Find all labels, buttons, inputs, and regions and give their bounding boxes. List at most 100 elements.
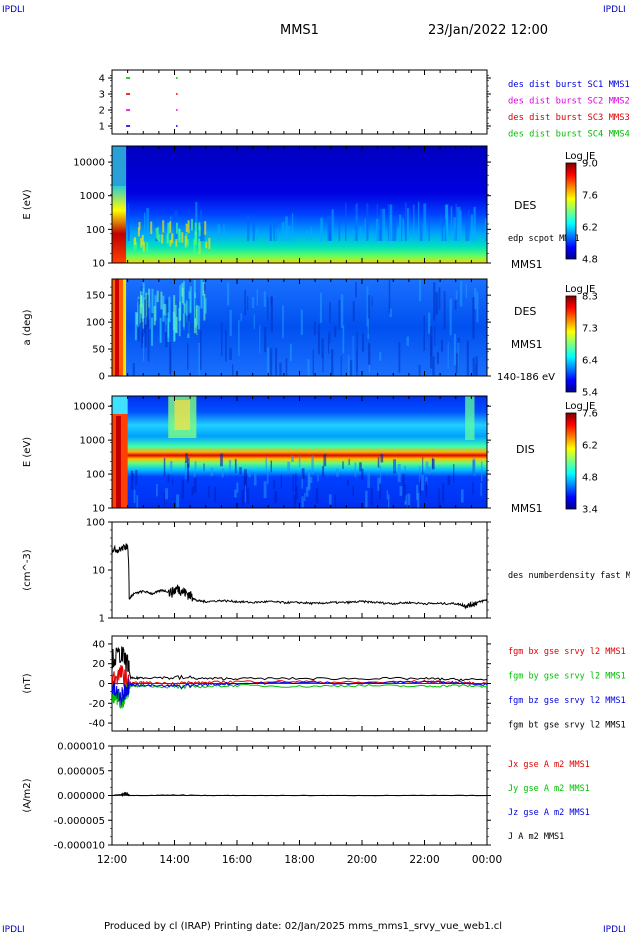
bfield-panel-ytick-label: -20 [89, 699, 105, 710]
density-panel-ytick-label: 1 [99, 614, 105, 625]
bfield-legend-entry: fgm by gse srvy l2 MMS1 [508, 672, 626, 682]
density-panel-series-line [112, 543, 487, 610]
dis-energy-panel-colorbar-tick: 4.8 [582, 473, 598, 484]
corner-label-top-left: IPDLI [2, 5, 25, 15]
des-energy-panel-colorbar-tick: 7.6 [582, 191, 598, 202]
time-tick-label: 16:00 [222, 854, 252, 866]
date-title: 23/Jan/2022 12:00 [428, 23, 548, 38]
bfield-panel-ytick-label: 20 [92, 659, 105, 670]
bfield-legend-entry: fgm bt gse srvy l2 MMS1 [508, 721, 626, 731]
corner-label-top-right: IPDLI [603, 5, 626, 15]
dis-energy-panel-ytick-label: 10 [92, 504, 105, 515]
bfield-panel-series-line [112, 677, 487, 706]
burst-panel-ytick-label: 4 [99, 74, 105, 85]
burst-marker-sc2 [126, 109, 131, 111]
density-panel-ylabel: (cm^-3) [22, 549, 33, 590]
des-energy-panel-sc-label: MMS1 [511, 259, 542, 271]
des-pitch-panel-colorbar-tick: 6.4 [582, 356, 598, 367]
des-pitch-spectrogram [112, 279, 487, 376]
current-panel-series-line [112, 791, 487, 798]
des-pitch-panel-colorbar-tick: 8.3 [582, 292, 598, 303]
des-energy-panel-ytick-label: 10 [92, 259, 105, 270]
footer-text: Produced by cl (IRAP) Printing date: 02/… [104, 921, 502, 932]
des-energy-panel-ylabel: E (eV) [22, 189, 33, 219]
des-pitch-panel-ytick-label: 0 [99, 372, 105, 383]
des-pitch-panel-colorbar-title: Log JE [565, 284, 595, 295]
des-energy-panel-ytick-label: 100 [86, 225, 105, 236]
des-energy-panel-colorbar-tick: 9.0 [582, 159, 598, 170]
time-tick-label: 00:00 [472, 854, 502, 866]
current-legend-entry: J A m2 MMS1 [508, 832, 564, 842]
burst-legend-entry: des dist burst SC4 MMS4 [508, 130, 630, 140]
burst-marker-sc3 [176, 93, 178, 95]
burst-panel-ytick-label: 2 [99, 106, 105, 117]
dis-energy-panel-colorbar-tick: 6.2 [582, 441, 598, 452]
burst-legend-entry: des dist burst SC1 MMS1 [508, 80, 630, 90]
des-energy-panel-colorbar-title: Log JE [565, 151, 595, 162]
current-legend-entry: Jz gse A m2 MMS1 [508, 808, 590, 818]
dis-energy-panel-ylabel: E (eV) [22, 437, 33, 467]
density-panel-label: des numberdensity fast M [508, 571, 630, 581]
current-panel-ytick-label: -0.000010 [54, 841, 105, 852]
des-pitch-panel-colorbar-tick: 7.3 [582, 324, 598, 335]
des-energy-panel-scpot-label: edp scpot MMS1 [508, 234, 580, 244]
bfield-panel-ylabel: (nT) [22, 673, 33, 693]
des-energy-panel-colorbar-tick: 6.2 [582, 223, 598, 234]
dis-energy-panel-colorbar-tick: 7.6 [582, 409, 598, 420]
burst-marker-sc1 [176, 125, 178, 127]
des-pitch-panel-label: DES [514, 305, 536, 318]
current-panel-ytick-label: -0.000005 [54, 816, 105, 827]
burst-legend-entry: des dist burst SC2 MMS2 [508, 97, 630, 107]
des-energy-panel-colorbar [565, 162, 577, 260]
density-panel-ytick-label: 10 [92, 566, 105, 577]
dis-energy-panel-ytick-label: 10000 [73, 402, 105, 413]
bfield-panel-series-line [112, 646, 487, 682]
des-pitch-panel-colorbar [565, 295, 577, 393]
time-tick-label: 18:00 [284, 854, 314, 866]
des-energy-panel-ytick-label: 10000 [73, 158, 105, 169]
des-pitch-panel-colorbar-tick: 5.4 [582, 388, 598, 399]
bfield-panel-ytick-label: 40 [92, 639, 105, 650]
dis-energy-panel-sc-label: MMS1 [511, 503, 542, 515]
current-legend-entry: Jx gse A m2 MMS1 [508, 760, 590, 770]
dis-energy-panel-ytick-label: 100 [86, 470, 105, 481]
dis-energy-panel-colorbar [565, 412, 577, 510]
burst-marker-sc1 [126, 125, 131, 127]
current-panel-ylabel: (A/m2) [22, 778, 33, 812]
bfield-panel-series-line [112, 682, 487, 709]
des-pitch-panel-sc-label: MMS1 [511, 339, 542, 351]
burst-marker-sc4 [176, 77, 178, 79]
des-energy-panel-label: DES [514, 199, 536, 212]
dis-energy-spectrogram [112, 396, 487, 508]
bfield-legend-entry: fgm bz gse srvy l2 MMS1 [508, 696, 626, 706]
time-tick-label: 20:00 [347, 854, 377, 866]
current-panel-ytick-label: 0.000005 [57, 766, 105, 777]
dis-energy-panel-label: DIS [516, 443, 535, 456]
des-energy-spectrogram [112, 146, 487, 263]
current-legend-entry: Jy gse A m2 MMS1 [508, 784, 590, 794]
des-pitch-panel-ytick-label: 100 [86, 318, 105, 329]
burst-legend-entry: des dist burst SC3 MMS3 [508, 113, 630, 123]
dis-energy-panel-colorbar-title: Log JE [565, 401, 595, 412]
spacecraft-title: MMS1 [280, 23, 319, 38]
density-panel-ytick-label: 100 [86, 518, 105, 529]
time-tick-label: 12:00 [97, 854, 127, 866]
burst-panel-frame [111, 69, 488, 135]
bfield-panel-ytick-label: -40 [89, 719, 105, 730]
time-tick-label: 14:00 [159, 854, 189, 866]
corner-label-bottom-left: IPDLI [2, 925, 25, 934]
burst-panel-ytick-label: 3 [99, 90, 105, 101]
burst-panel-ytick-label: 1 [99, 122, 105, 133]
burst-marker-sc2 [176, 109, 178, 111]
current-panel-ytick-label: 0.000000 [57, 791, 105, 802]
corner-label-bottom-right: IPDLI [603, 925, 626, 934]
des-pitch-panel-ylabel: a (deg) [22, 309, 33, 345]
des-pitch-panel-ytick-label: 50 [92, 345, 105, 356]
dis-energy-panel-ytick-label: 1000 [80, 436, 105, 447]
des-energy-panel-colorbar-tick: 4.8 [582, 255, 598, 266]
des-pitch-panel-energy-range: 140-186 eV [497, 372, 555, 383]
current-panel-ytick-label: 0.000010 [57, 742, 105, 753]
des-pitch-panel-ytick-label: 150 [86, 291, 105, 302]
bfield-legend-entry: fgm bx gse srvy l2 MMS1 [508, 647, 626, 657]
